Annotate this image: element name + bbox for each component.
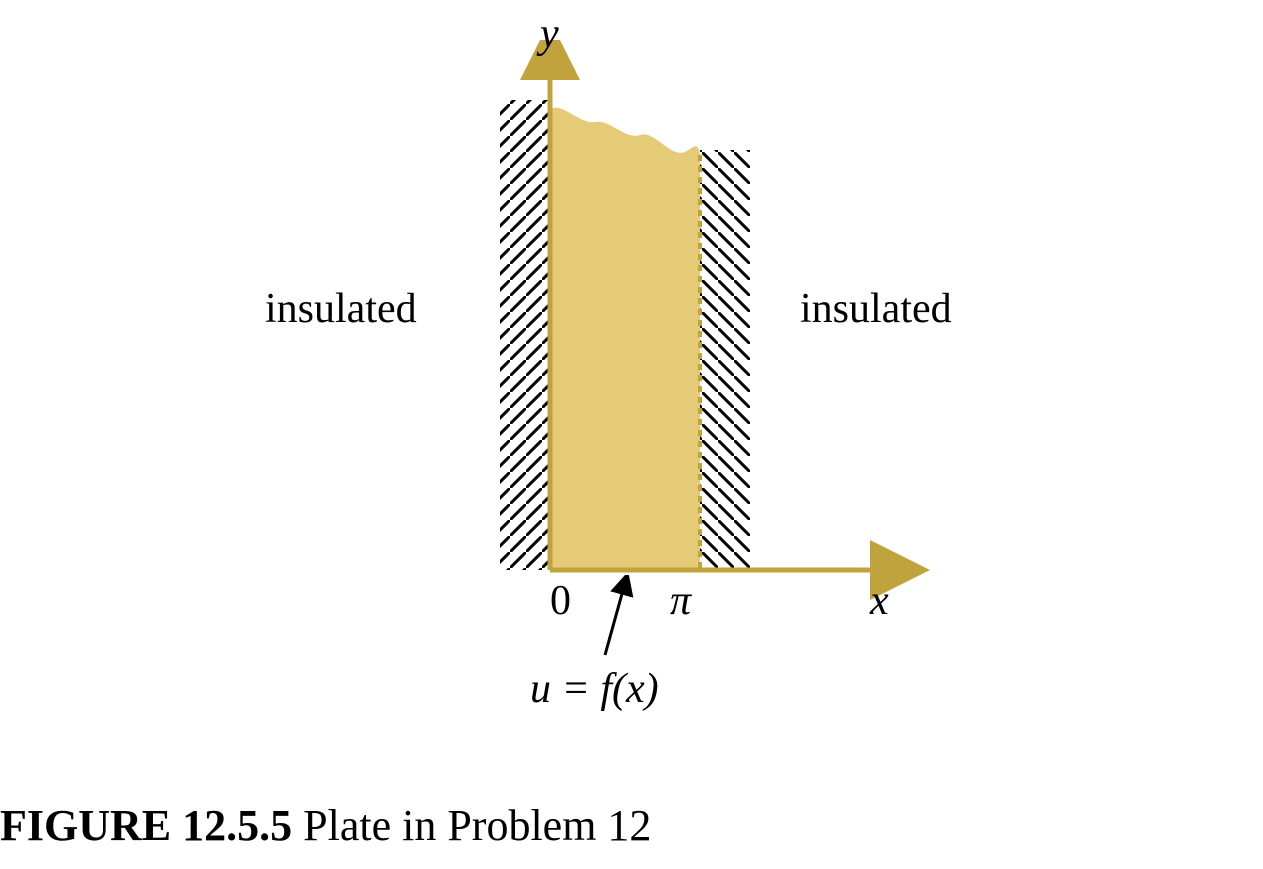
figure-description: Plate in Problem 12 (292, 801, 651, 850)
figure-container: y x 0 π u = f(x) insulated insulated FIG… (0, 0, 1263, 869)
insulated-right-label: insulated (800, 285, 952, 333)
figure-number: FIGURE 12.5.5 (0, 801, 292, 850)
right-insulation-hatch (700, 150, 750, 568)
pi-label: π (670, 577, 691, 625)
boundary-condition-label: u = f(x) (530, 665, 659, 713)
origin-label: 0 (550, 577, 571, 625)
plate-region (550, 108, 700, 570)
figure-caption: FIGURE 12.5.5 Plate in Problem 12 (0, 800, 651, 851)
x-axis-label: x (870, 577, 889, 625)
left-insulation-hatch (500, 100, 550, 570)
insulated-left-label: insulated (265, 285, 417, 333)
y-axis-label: y (540, 10, 559, 58)
